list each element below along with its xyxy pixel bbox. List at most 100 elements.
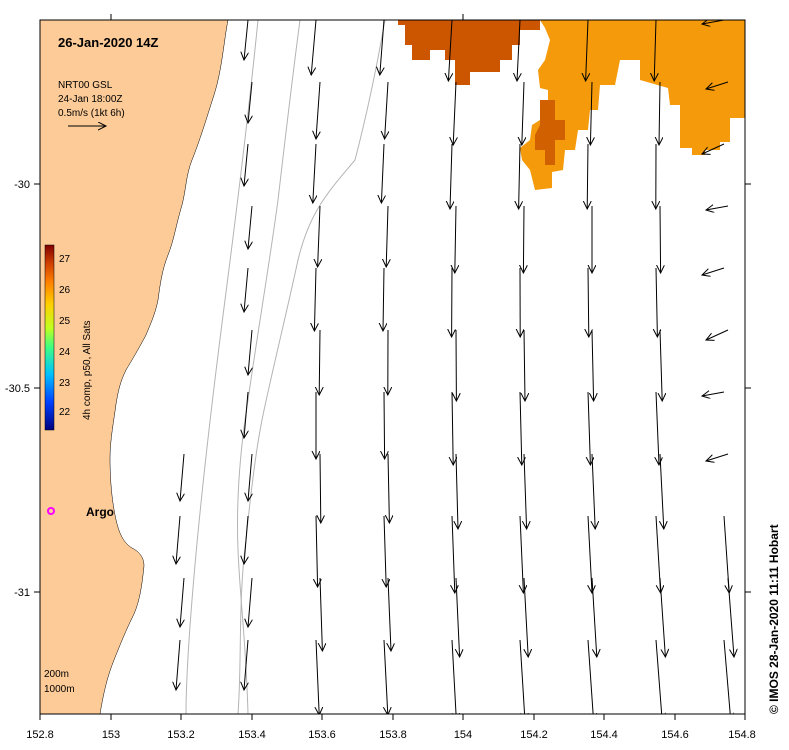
current-vector-arrow [456,453,458,529]
x-tick-label: 154.4 [590,729,618,741]
current-vector-arrow [590,81,592,145]
current-vector-arrow [320,577,322,651]
current-vector-arrow [244,391,248,438]
current-vector-arrow [702,392,725,396]
current-vector-arrow [706,453,729,461]
current-vector-arrow [702,267,725,275]
x-tick-label: 153.4 [238,729,266,741]
current-vector-arrow [723,639,731,714]
contour-inner [185,20,259,714]
current-vector-arrow [660,329,662,401]
current-vector-arrow [524,577,528,657]
current-vector-arrow [656,391,659,465]
vector-scale-label: 0.5m/s (1kt 6h) [58,108,125,119]
argo-station-marker[interactable] [47,507,55,515]
current-vector-arrow [519,639,525,714]
current-vector-arrow [659,81,660,145]
x-tick-label: 154 [454,729,472,741]
x-tick-label: 153.6 [308,729,336,741]
current-vector-arrow [524,329,525,401]
current-vector-arrow [313,143,316,203]
current-vector-arrow [248,81,252,123]
argo-station-label: Argo [86,505,114,519]
current-vector-arrow [383,267,384,331]
colorbar-tick: 22 [59,407,71,418]
current-vector-arrow [316,81,320,139]
y-tick-label: -30.5 [5,383,30,395]
current-vector-arrow [180,577,184,627]
colorbar-label: 4h comp, p50, All Sats [82,320,93,420]
sst-patches [398,20,745,190]
current-vector-arrow [388,453,389,523]
current-vector-arrow [380,20,385,75]
current-vector-arrow [592,453,595,529]
current-vector-arrow [176,515,180,564]
contour-1000m [237,20,386,714]
colorbar [44,244,55,431]
current-vector-arrow [660,205,661,273]
current-vector-arrow [314,267,316,331]
colorbar-tick: 23 [59,378,71,389]
tick-marks [34,14,751,720]
current-vector-arrow [453,81,456,145]
colorbar-tick: 24 [59,347,71,358]
x-tick-label: 154.8 [728,729,756,741]
current-vector-arrow [452,391,453,465]
x-axis-labels: 152.8 153 153.2 153.4 153.6 153.8 154 15… [26,729,756,741]
current-vector-arrow [587,639,594,714]
current-vector-arrow [586,20,588,81]
current-vector-arrow [316,639,319,714]
sst-patch-edge [535,100,565,165]
x-tick-label: 154.2 [520,729,548,741]
current-vector-arrow [706,329,729,340]
current-vector-arrow [311,20,317,75]
current-vector-arrow [384,639,388,714]
y-tick-label: -31 [14,587,30,599]
current-vector-arrow [176,639,180,690]
credit-text: © IMOS 28-Jan-2020 11:11 Hobart [767,524,781,714]
current-vector-arrow [385,81,388,139]
y-axis-labels: -30 -30.5 -31 [5,179,30,599]
current-vector-arrow [656,267,657,337]
current-vector-arrow [248,453,252,501]
current-vector-arrow [522,81,524,145]
current-vector-arrow [702,143,725,154]
map-title: 26-Jan-2020 14Z [58,35,159,50]
contour-legend-200m: 200m [44,669,69,680]
current-vector-arrow [450,143,452,209]
current-vector-arrow [316,515,318,587]
current-vector-arrow [519,143,520,209]
x-tick-label: 153 [102,729,120,741]
current-vector-arrow [244,143,248,186]
colorbar-tick: 27 [59,254,71,265]
x-tick-label: 153.2 [167,729,195,741]
contour-legend-1000m: 1000m [44,684,75,695]
x-tick-label: 153.8 [379,729,407,741]
current-vector-arrow [706,81,729,89]
current-vector-arrow [654,20,656,81]
current-vector-arrow [588,515,592,593]
current-vector-arrow [587,143,588,209]
current-vector-arrow [456,577,460,657]
y-tick-label: -30 [14,179,30,191]
analysis-time: 24-Jan 18:00Z [58,94,123,105]
current-vector-arrow [588,267,589,337]
current-vector-arrow [248,205,252,249]
x-tick-label: 154.6 [661,729,689,741]
sst-patch-warm [398,20,540,85]
colorbar-tick: 26 [59,285,71,296]
current-vector-arrow [319,329,320,395]
product-name: NRT00 GSL [58,80,113,91]
current-vector-arrow [588,391,590,465]
current-vector-arrow [455,205,456,273]
colorbar-ticks: 27 26 25 24 23 22 [59,254,71,418]
colorbar-tick: 25 [59,316,71,327]
current-vector-arrow [660,453,664,529]
current-vector-arrow [320,453,321,523]
current-vector-arrow [381,143,384,203]
current-vectors [176,20,734,714]
current-vector-arrow [702,20,725,24]
current-vector-arrow [248,329,252,375]
current-vector-arrow [388,577,391,651]
bathymetry-contours [185,20,386,714]
